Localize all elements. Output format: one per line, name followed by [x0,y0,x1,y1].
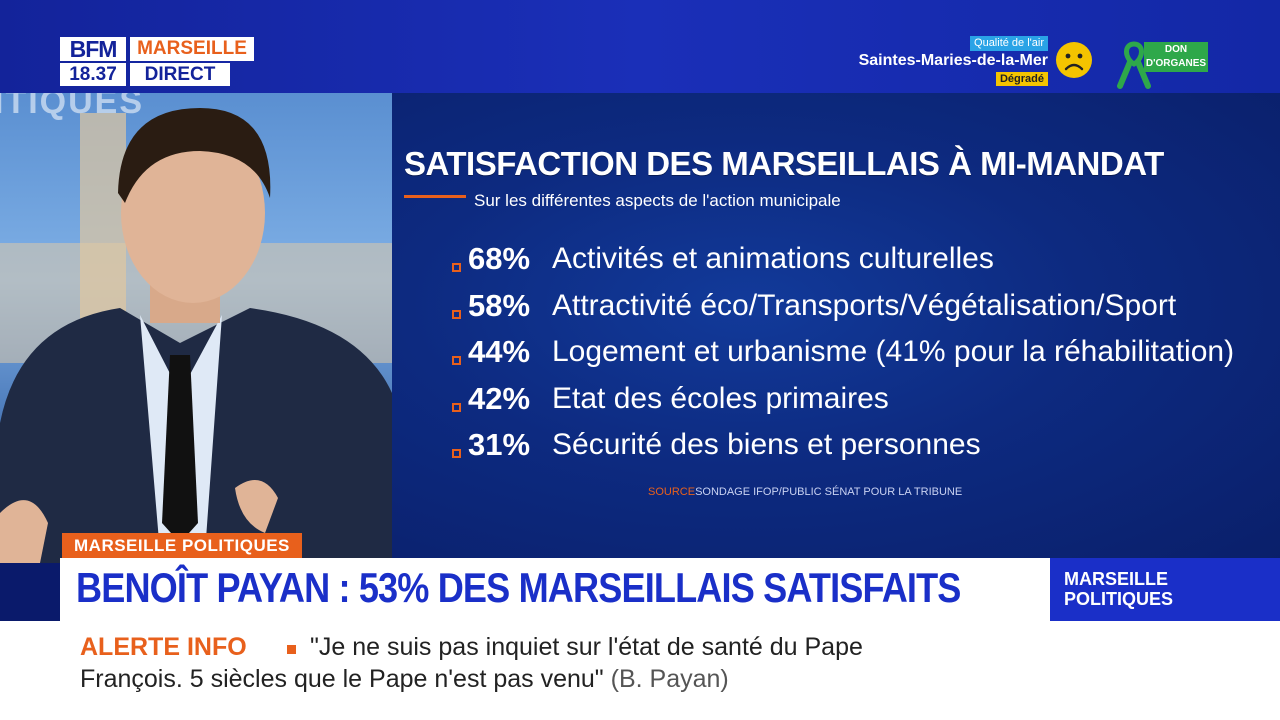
stats-list: 68% Activités et animations culturelles … [452,238,1272,471]
air-quality-widget: Qualité de l'air Saintes-Maries-de-la-Me… [832,36,1050,88]
organ-donation-line1: DON [1164,44,1188,55]
list-item: 44% Logement et urbanisme (41% pour la r… [452,331,1272,378]
studio-video: ITIQUES [0,93,392,563]
live-badge: DIRECT [130,63,230,86]
square-bullet-icon [452,356,461,365]
headline: BENOÎT PAYAN : 53% DES MARSEILLAIS SATIS… [76,564,961,611]
alert-text-line1: "Je ne suis pas inquiet sur l'état de sa… [310,633,863,661]
air-quality-city: Saintes-Maries-de-la-Mer [858,52,1048,69]
channel-logo: BFM 18.37 [60,37,126,86]
headline-bar: BENOÎT PAYAN : 53% DES MARSEILLAIS SATIS… [60,558,1050,621]
stat-label: Etat des écoles primaires [552,381,889,415]
stat-percent: 44% [468,334,531,369]
infographic-panel: SATISFACTION DES MARSEILLAIS À MI-MANDAT… [392,93,1280,563]
organ-donation-line2: D'ORGANES [1145,58,1207,69]
stat-percent: 58% [468,287,531,323]
show-name-box: MARSEILLE POLITIQUES [1050,558,1280,621]
stat-percent: 68% [468,241,531,276]
title-accent-rule [404,195,466,198]
show-name-line1: MARSEILLE [1064,569,1169,589]
square-bullet-icon [452,309,461,319]
top-bar: BFM 18.37 MARSEILLE DIRECT Qualité de l'… [0,0,1280,93]
presenter-figure [0,108,392,563]
stat-percent: 31% [468,427,531,462]
alert-attribution: (B. Payan) [610,665,729,693]
square-bullet-icon [452,402,461,412]
stat-label: Sécurité des biens et personnes [552,428,981,461]
infographic-subtitle: Sur les différentes aspects de l'action … [474,191,841,210]
stat-percent: 42% [468,380,531,416]
square-bullet-icon [452,449,461,458]
show-name-line2: POLITIQUES [1064,589,1174,609]
channel-logo-text: BFM [60,37,126,61]
air-quality-label: Qualité de l'air [970,36,1048,51]
organ-donation-badge: DON D'ORGANES [1144,42,1208,72]
list-item: 68% Activités et animations culturelles [452,238,1272,285]
list-item: 42% Etat des écoles primaires [452,378,1272,425]
green-ribbon-icon [1114,40,1154,90]
stat-label: Activités et animations culturelles [552,242,994,275]
stat-label: Attractivité éco/Transports/Végétalisati… [552,288,1177,322]
alert-text-line2: François. 5 siècles que le Pape n'est pa… [80,665,729,694]
segment-tag: MARSEILLE POLITIQUES [62,533,302,558]
square-bullet-icon [452,263,461,272]
alert-label: ALERTE INFO [80,633,247,661]
show-name: MARSEILLE POLITIQUES [1064,569,1204,609]
source-key: SOURCE [648,486,696,498]
sad-face-icon [1056,42,1092,78]
region-label: MARSEILLE [130,37,254,61]
clock: 18.37 [60,63,126,86]
source-note: SOURCESONDAGE IFOP/PUBLIC SÉNAT POUR LA … [648,486,962,498]
alert-square-icon [287,645,296,654]
news-ticker: ALERTE INFO "Je ne suis pas inquiet sur … [0,621,1280,720]
list-item: 31% Sécurité des biens et personnes [452,424,1272,471]
stat-label: Logement et urbanisme (41% pour la réhab… [552,335,1235,368]
infographic-title: SATISFACTION DES MARSEILLAIS À MI-MANDAT [404,145,1164,182]
source-value: SONDAGE IFOP/PUBLIC SÉNAT POUR LA TRIBUN… [695,486,963,498]
alert-quote-end: François. 5 siècles que le Pape n'est pa… [80,665,604,693]
air-quality-status: Dégradé [995,72,1048,86]
list-item: 58% Attractivité éco/Transports/Végétali… [452,285,1272,332]
